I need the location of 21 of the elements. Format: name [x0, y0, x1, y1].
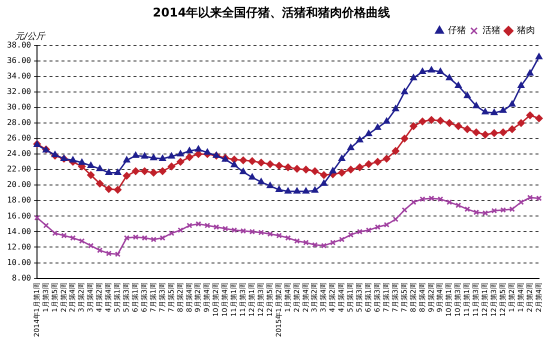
- y-tick-label: 20.00: [6, 180, 32, 190]
- legend-label: 仔猪: [448, 25, 466, 36]
- y-axis-title: 元/公斤: [15, 31, 46, 42]
- y-tick-label: 22.00: [6, 164, 32, 174]
- y-tick-label: 10.00: [6, 258, 32, 267]
- y-tick-label: 32.00: [6, 87, 32, 96]
- legend-label: 活猪: [482, 25, 500, 36]
- chart-title: 2014年以来全国仔猪、活猪和猪肉价格曲线: [152, 5, 390, 20]
- legend-label: 猪肉: [517, 25, 535, 36]
- y-tick-label: 30.00: [6, 102, 32, 112]
- y-tick-label: 36.00: [6, 56, 32, 66]
- y-tick-label: 8.00: [12, 273, 32, 282]
- y-tick-label: 26.00: [6, 134, 32, 143]
- y-tick-label: 16.00: [6, 211, 32, 220]
- y-tick-label: 34.00: [6, 72, 32, 81]
- y-tick-label: 38.00: [6, 40, 32, 50]
- y-tick-label: 28.00: [6, 118, 32, 128]
- y-tick-label: 24.00: [6, 149, 32, 158]
- y-tick-label: 14.00: [6, 226, 32, 236]
- y-tick-label: 12.00: [6, 242, 32, 252]
- y-tick-label: 18.00: [6, 196, 32, 205]
